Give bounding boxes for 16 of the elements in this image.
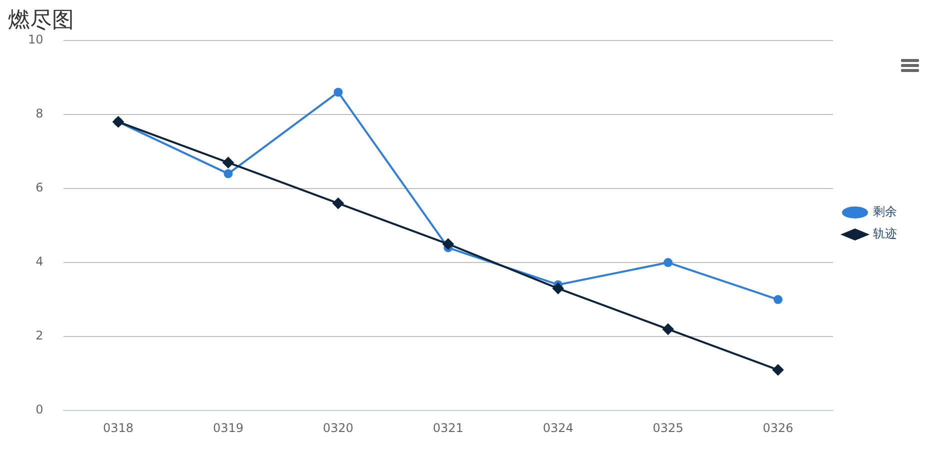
y-tick-label: 8 — [36, 106, 44, 121]
x-tick-label: 0326 — [762, 420, 794, 435]
x-tick-label: 0324 — [542, 420, 574, 435]
y-tick-label: 10 — [28, 32, 44, 47]
x-tick-label: 0319 — [212, 420, 244, 435]
chart-title: 燃尽图 — [8, 8, 74, 33]
x-tick-label: 0318 — [102, 420, 134, 435]
x-tick-label: 0325 — [652, 420, 684, 435]
y-tick-label: 2 — [36, 328, 44, 343]
x-tick-label: 0320 — [322, 420, 354, 435]
y-tick-label: 0 — [36, 402, 44, 417]
legend-label: 剩余 — [873, 204, 897, 219]
y-tick-label: 4 — [36, 254, 44, 269]
y-tick-label: 6 — [36, 180, 44, 195]
x-tick-label: 0321 — [432, 420, 464, 435]
legend-label: 轨迹 — [873, 226, 897, 241]
